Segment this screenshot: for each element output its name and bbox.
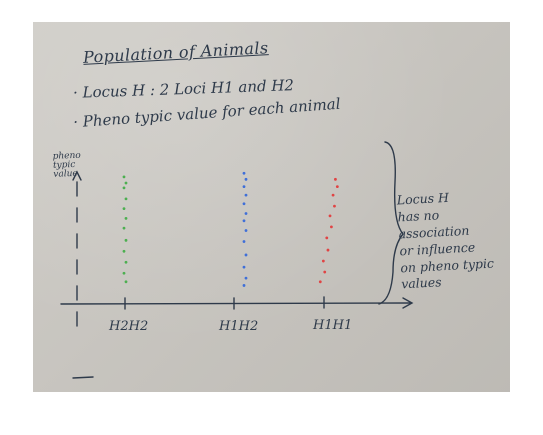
data-point-h2h2-6 (122, 226, 126, 230)
data-point-h1h2-0 (242, 171, 246, 175)
x-tick-label-h2h2: H2H2 (109, 319, 149, 334)
data-point-h2h2-2 (122, 186, 126, 190)
data-point-h1h1-2 (331, 193, 335, 197)
data-point-h2h2-7 (124, 238, 128, 242)
data-point-h2h2-0 (122, 175, 126, 179)
curly-brace (378, 141, 404, 305)
data-point-h1h2-7 (244, 229, 248, 232)
data-point-h1h2-5 (244, 212, 248, 215)
data-point-h1h1-3 (333, 204, 336, 208)
data-point-h1h2-11 (244, 276, 248, 280)
plot-area (60, 141, 414, 379)
data-point-h2h2-1 (124, 181, 128, 185)
y-axis-arrow (72, 170, 82, 181)
data-point-h1h2-3 (244, 193, 248, 197)
data-point-h1h1-9 (323, 270, 327, 274)
data-point-h1h2-1 (244, 177, 248, 181)
data-point-h1h2-2 (242, 185, 246, 189)
stray-mark (72, 376, 94, 379)
data-point-h1h1-8 (321, 259, 325, 263)
data-point-h2h2-4 (122, 207, 126, 211)
data-point-h2h2-3 (124, 197, 128, 201)
x-tick-label-h1h1: H1H1 (313, 318, 353, 333)
data-point-h2h2-8 (122, 249, 126, 253)
data-point-h2h2-11 (124, 280, 128, 284)
data-point-h1h2-6 (242, 219, 246, 223)
data-point-h1h2-10 (242, 265, 246, 269)
data-point-h1h2-8 (242, 240, 246, 243)
data-point-h1h1-1 (335, 185, 339, 189)
data-point-h2h2-9 (124, 260, 128, 264)
data-point-h1h1-0 (334, 177, 337, 181)
data-point-h2h2-5 (124, 216, 128, 220)
data-point-h1h2-9 (244, 253, 248, 257)
data-point-h1h2-12 (242, 284, 246, 287)
x-tick-label-h1h2: H1H2 (219, 319, 259, 334)
data-point-h2h2-10 (122, 271, 126, 275)
data-point-h1h1-6 (325, 236, 329, 240)
data-point-h1h1-10 (318, 280, 322, 284)
data-point-h1h1-7 (326, 248, 330, 252)
x-axis (60, 302, 412, 305)
data-points (122, 171, 339, 287)
whiteboard: Population of Animals · Locus H : 2 Loci… (33, 22, 510, 392)
data-point-h1h2-4 (242, 202, 246, 206)
x-axis-arrow (402, 297, 414, 309)
data-point-h1h1-5 (330, 225, 333, 229)
data-point-h1h1-4 (328, 214, 332, 218)
